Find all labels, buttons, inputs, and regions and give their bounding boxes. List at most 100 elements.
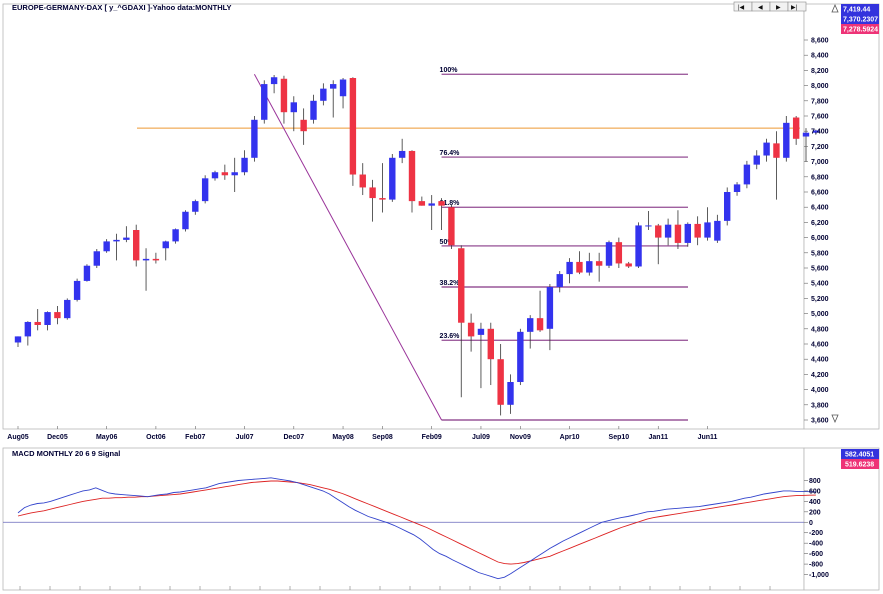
- y-tick-label: 4,000: [811, 387, 829, 394]
- candle: [359, 163, 366, 196]
- candle-body: [379, 198, 386, 200]
- y-tick-label: 8,000: [811, 83, 829, 90]
- candle: [231, 157, 238, 192]
- first-icon[interactable]: |◀: [733, 1, 753, 12]
- candle-body: [566, 261, 573, 275]
- candle-body: [763, 142, 770, 156]
- candle: [792, 116, 800, 145]
- candle: [812, 129, 820, 135]
- candle-body: [142, 258, 150, 261]
- candle: [507, 374, 514, 414]
- candle-body: [595, 261, 603, 266]
- candle-body: [241, 157, 248, 173]
- candle-body: [664, 224, 672, 238]
- y-tick-label: 8,600: [811, 38, 829, 45]
- candle-body: [152, 258, 160, 261]
- y-tick-label: 4,800: [811, 326, 829, 333]
- candle: [408, 150, 416, 213]
- candle-body: [172, 229, 179, 242]
- x-tick-label: Feb09: [422, 434, 442, 441]
- previous-icon[interactable]: ◀: [751, 1, 771, 12]
- candle: [300, 108, 307, 145]
- value-badge-text: 7,370.2307: [843, 17, 878, 24]
- candle-body: [546, 287, 554, 329]
- x-tick-label: Jul07: [236, 434, 254, 441]
- candle: [576, 251, 583, 275]
- candle: [290, 96, 297, 132]
- scroll-up-icon[interactable]: [831, 3, 839, 13]
- candle-body: [477, 328, 485, 335]
- candle-body: [674, 224, 682, 243]
- scroll-down-icon[interactable]: [831, 414, 839, 424]
- candle: [24, 321, 32, 346]
- candle: [330, 80, 337, 118]
- candle-body: [428, 203, 435, 206]
- macd-chart-title: MACD MONTHLY 20 6 9 Signal: [12, 449, 120, 458]
- candle: [201, 175, 209, 204]
- candle-body: [231, 172, 238, 176]
- candle: [389, 154, 396, 202]
- candle: [142, 248, 150, 291]
- candle: [320, 83, 327, 106]
- candle: [517, 328, 524, 386]
- value-badge: [841, 459, 879, 469]
- fib-level-label: 38.2%: [440, 280, 461, 287]
- candle-body: [398, 150, 406, 158]
- candle: [379, 163, 386, 213]
- candle-body: [724, 192, 731, 221]
- y-tick-label: 6,200: [811, 220, 829, 227]
- candle: [123, 226, 130, 243]
- value-badge-text: 7,419.44: [843, 7, 870, 14]
- candle-body: [645, 225, 652, 227]
- candle-body: [83, 265, 91, 281]
- y-tick-label: 5,000: [811, 311, 829, 318]
- candle: [684, 222, 691, 247]
- candle: [556, 271, 563, 293]
- svg-text:◀: ◀: [758, 5, 763, 11]
- candle-body: [576, 261, 583, 273]
- macd-value-badges: 582.4051 519.6238: [841, 449, 879, 469]
- candle: [339, 78, 347, 109]
- candle-body: [792, 117, 800, 139]
- price-layer: 100% 76.4% 61.8% 50% 38.2% 23.6% Aug05 Dec05 May…: [7, 67, 820, 441]
- y-tick-label: 6,400: [811, 205, 829, 212]
- candle: [783, 116, 790, 162]
- price-y-axis: 3,600 3,800 4,000 4,200 4,400 4,600 4,800 5,000…: [804, 38, 829, 425]
- candle: [763, 138, 770, 162]
- candle-body: [704, 222, 711, 238]
- candle-body: [625, 263, 632, 267]
- x-tick-label: Sep10: [609, 434, 630, 441]
- candle-body: [507, 382, 514, 405]
- last-icon[interactable]: ▶|: [787, 1, 807, 12]
- candle: [743, 160, 751, 189]
- candle-body: [408, 150, 416, 202]
- candle-body: [251, 119, 258, 158]
- candle-body: [418, 201, 426, 206]
- value-badge-text: 582.4051: [845, 452, 874, 459]
- candle-body: [389, 157, 396, 200]
- y-tick-label: 6,600: [811, 190, 829, 197]
- fib-level-label: 50%: [440, 239, 455, 246]
- candle-body: [605, 242, 613, 266]
- candle-body: [133, 230, 140, 261]
- y-tick-label: 7,400: [811, 129, 829, 136]
- candle-body: [300, 119, 307, 132]
- candle: [536, 290, 544, 332]
- candle: [773, 131, 780, 200]
- y-tick-label: 4,200: [811, 372, 829, 379]
- candle-body: [467, 322, 475, 337]
- next-icon[interactable]: ▶: [769, 1, 789, 12]
- candle: [645, 211, 652, 230]
- candle-body: [733, 184, 741, 192]
- candle: [349, 77, 357, 186]
- candle: [251, 116, 258, 162]
- macd-line: [17, 477, 816, 580]
- y-tick-label: 7,800: [811, 98, 829, 105]
- candle: [586, 252, 593, 276]
- candle-body: [103, 241, 110, 252]
- x-tick-label: Aug05: [7, 434, 29, 441]
- y-tick-label: 5,600: [811, 266, 829, 273]
- value-badge-text: 519.6238: [845, 462, 874, 469]
- candle: [162, 240, 169, 261]
